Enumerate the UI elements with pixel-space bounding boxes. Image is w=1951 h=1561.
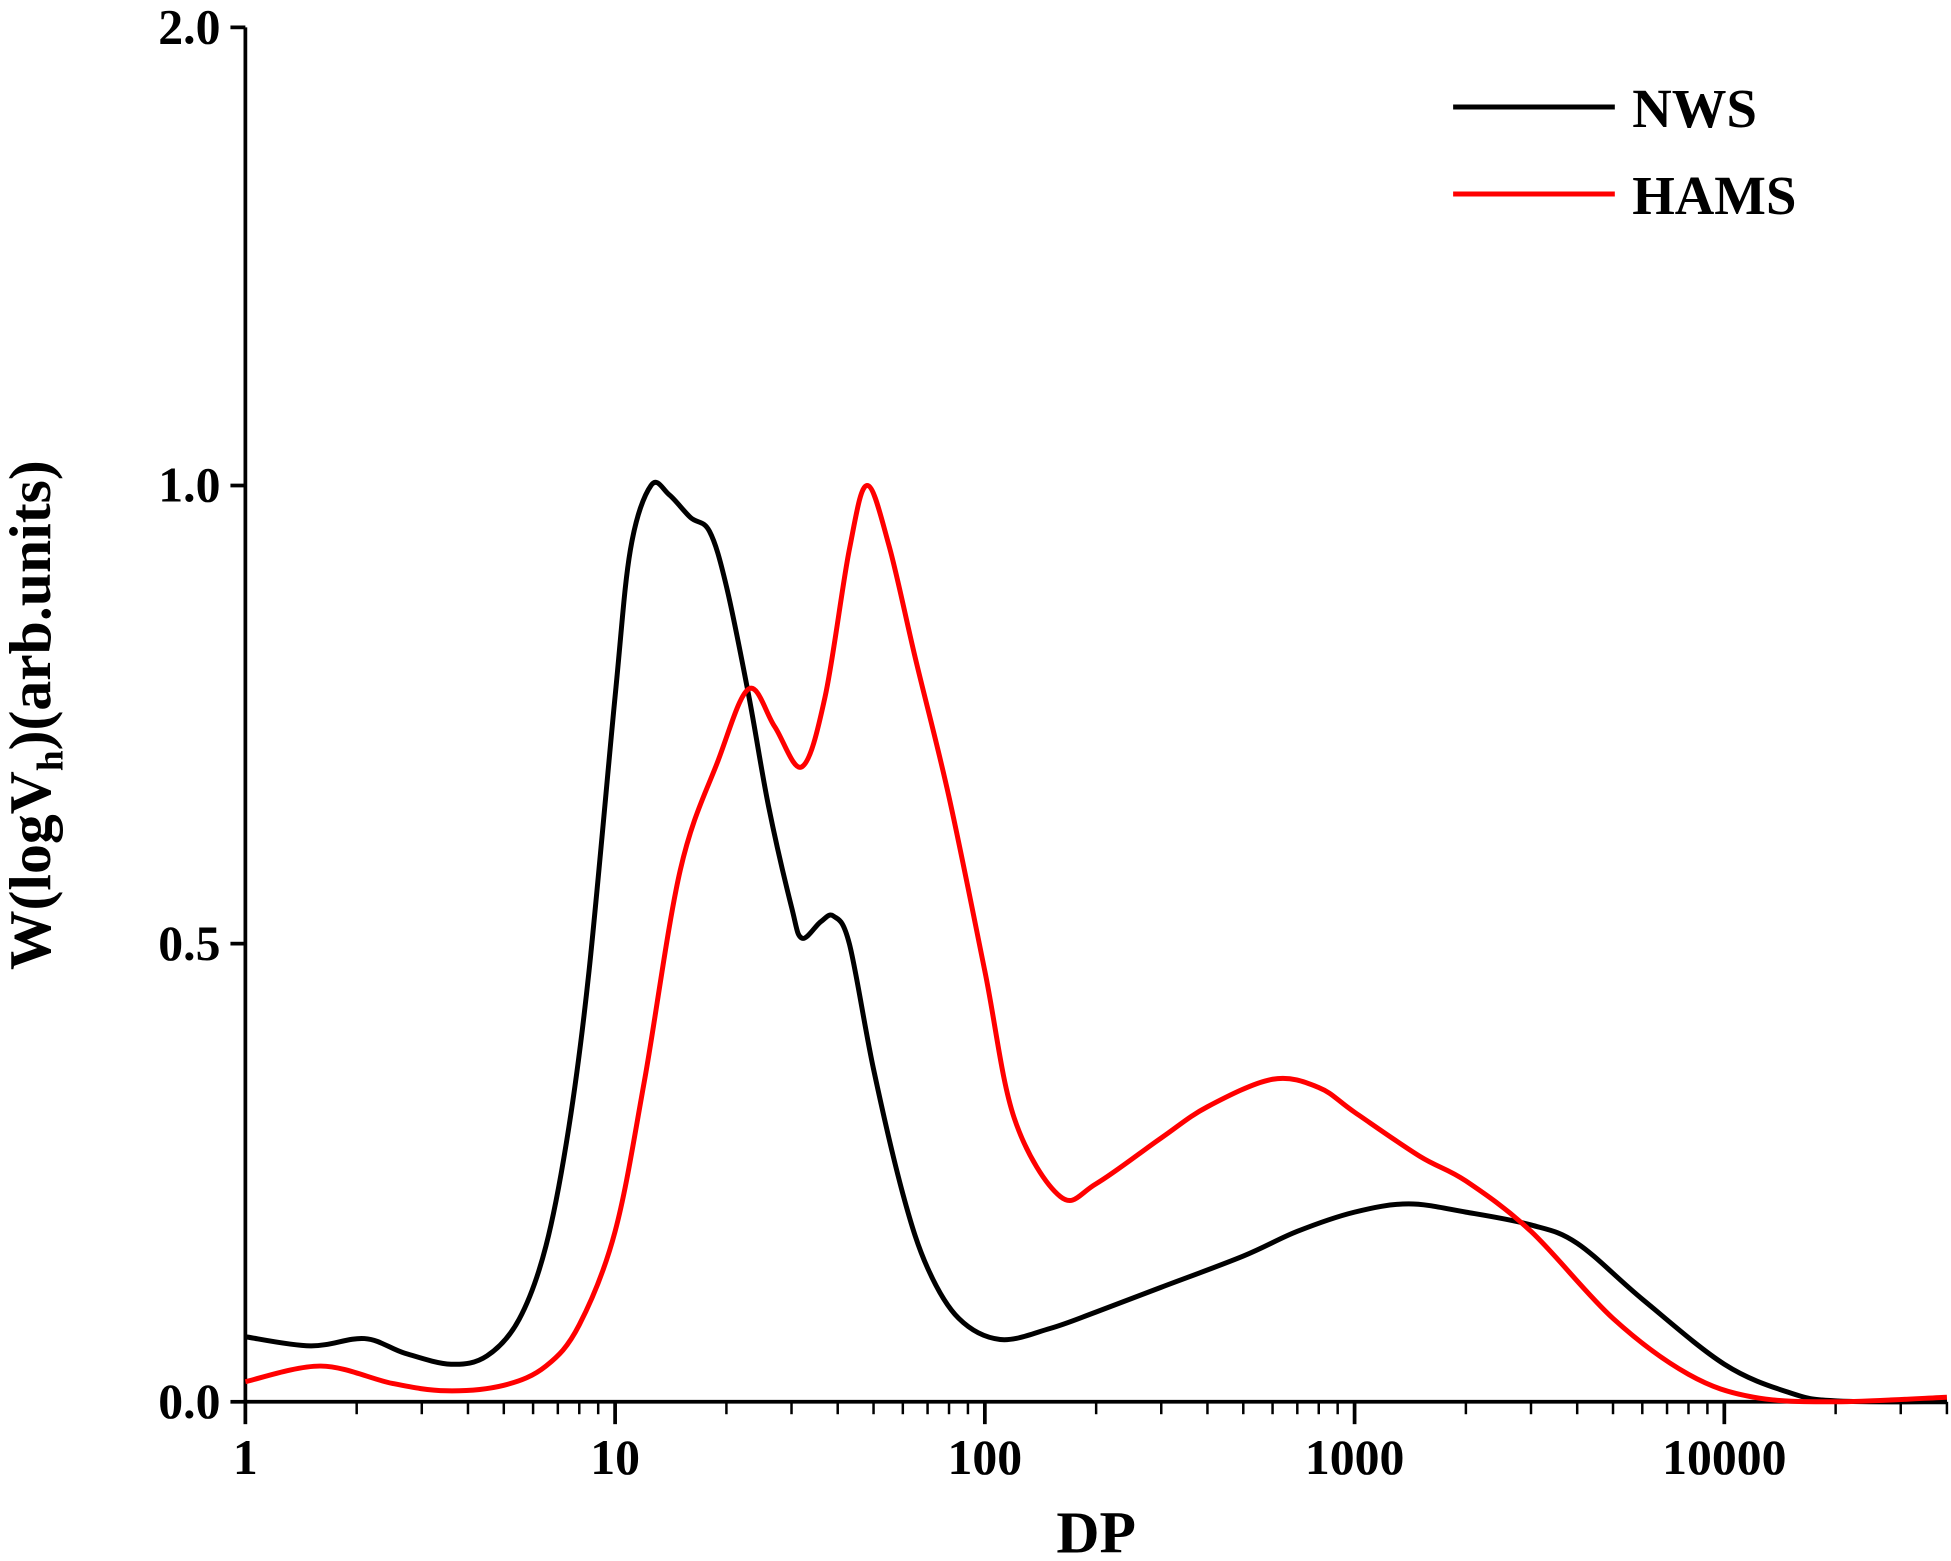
x-axis-title: DP — [1056, 1499, 1136, 1561]
x-tick-label: 1 — [233, 1430, 258, 1485]
y-tick-label: 0.0 — [158, 1374, 220, 1429]
x-tick-label: 10000 — [1662, 1430, 1786, 1485]
line-series — [244, 483, 1948, 1405]
x-tick-label: 100 — [948, 1430, 1023, 1485]
y-tick-label: 0.5 — [158, 916, 220, 971]
y-tick-label: 1.0 — [158, 458, 220, 513]
y-tick-label: 2.0 — [158, 0, 220, 55]
legend-label: NWS — [1632, 78, 1757, 139]
y-axis-title-part: W(logV — [0, 771, 63, 970]
y-axis-title-subscript: h — [31, 750, 72, 771]
legend-label: HAMS — [1632, 165, 1796, 226]
y-axis-title-part: )(arb.units) — [0, 460, 63, 750]
x-tick-label: 10 — [590, 1430, 640, 1485]
y-axis-title: W(logVh)(arb.units) — [0, 460, 72, 970]
x-tick-label: 1000 — [1305, 1430, 1405, 1485]
line-series — [245, 479, 1947, 1405]
